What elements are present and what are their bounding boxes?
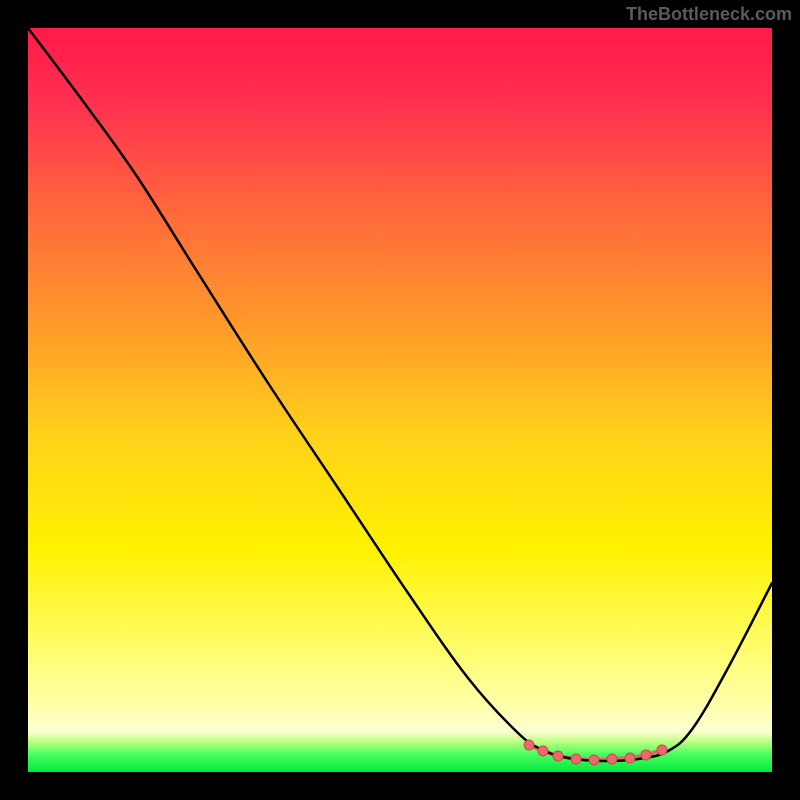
marker-point: [625, 753, 635, 763]
chart-curve-layer: [28, 28, 772, 772]
marker-point: [571, 754, 581, 764]
marker-point: [553, 751, 563, 761]
chart-area: [28, 28, 772, 772]
marker-point: [607, 754, 617, 764]
watermark-text: TheBottleneck.com: [626, 4, 792, 25]
marker-point: [641, 750, 651, 760]
marker-point: [657, 745, 667, 755]
optimal-zone-markers: [524, 740, 667, 765]
marker-point: [524, 740, 534, 750]
marker-point: [589, 755, 599, 765]
bottleneck-curve: [28, 28, 772, 761]
marker-point: [538, 746, 548, 756]
